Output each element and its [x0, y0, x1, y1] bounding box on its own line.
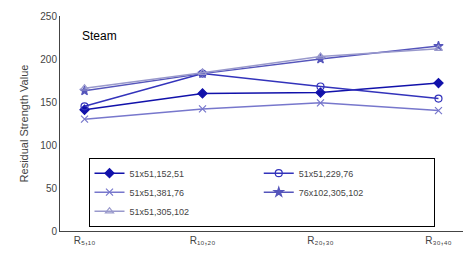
svg-text:Residual Strength Value: Residual Strength Value — [18, 65, 30, 183]
svg-text:200: 200 — [40, 54, 57, 65]
svg-text:150: 150 — [40, 97, 57, 108]
svg-text:R₅,₁₀: R₅,₁₀ — [74, 235, 96, 246]
svg-text:51x51,305,102: 51x51,305,102 — [130, 207, 190, 217]
svg-text:51x51,152,51: 51x51,152,51 — [130, 169, 185, 179]
svg-text:0: 0 — [51, 226, 57, 237]
svg-text:51x51,229,76: 51x51,229,76 — [299, 169, 354, 179]
svg-text:51x51,381,76: 51x51,381,76 — [130, 188, 185, 198]
svg-text:50: 50 — [46, 183, 58, 194]
svg-text:76x102,305,102: 76x102,305,102 — [299, 188, 364, 198]
svg-text:250: 250 — [40, 11, 57, 22]
svg-text:R₃₀,₄₀: R₃₀,₄₀ — [425, 235, 451, 246]
svg-text:R₂₀,₃₀: R₂₀,₃₀ — [307, 235, 333, 246]
svg-text:R₁₀,₂₀: R₁₀,₂₀ — [190, 235, 216, 246]
svg-text:Steam: Steam — [82, 29, 117, 43]
svg-text:100: 100 — [40, 140, 57, 151]
